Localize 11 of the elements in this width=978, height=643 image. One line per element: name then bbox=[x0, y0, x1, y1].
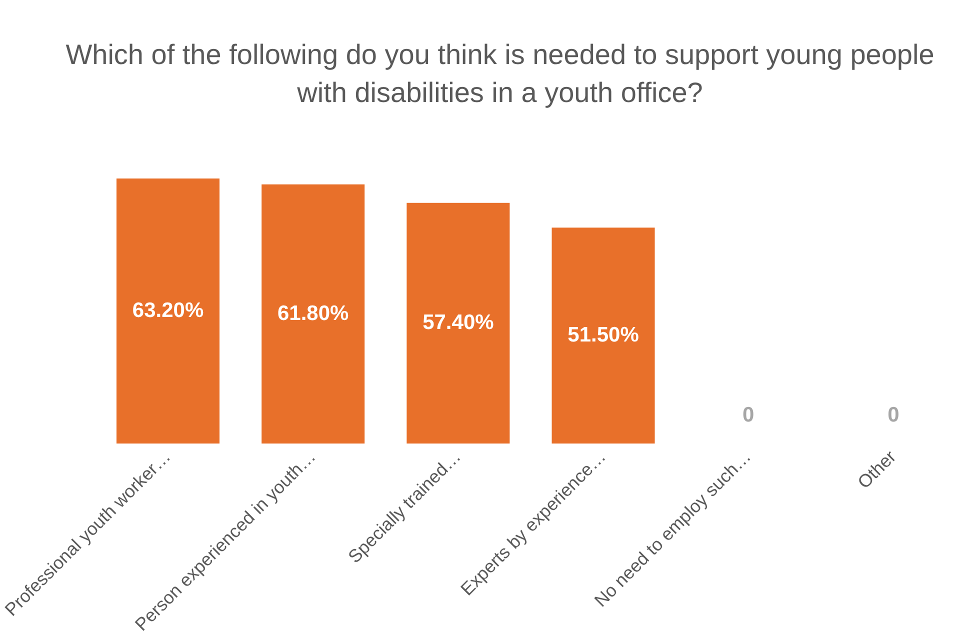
bar bbox=[406, 202, 510, 444]
bar bbox=[116, 178, 220, 444]
data-label: 0 bbox=[888, 403, 900, 426]
data-label: 63.20% bbox=[132, 298, 204, 322]
data-label: 0 bbox=[742, 403, 754, 426]
data-label: 61.80% bbox=[277, 302, 350, 325]
data-label: 51.50% bbox=[568, 323, 640, 346]
bar bbox=[262, 184, 365, 444]
bar bbox=[552, 228, 655, 444]
chart-title: Which of the following do you think is needed to support young people with disabilities in a youth office? bbox=[64, 38, 936, 110]
data-label: 57.40% bbox=[422, 311, 494, 334]
